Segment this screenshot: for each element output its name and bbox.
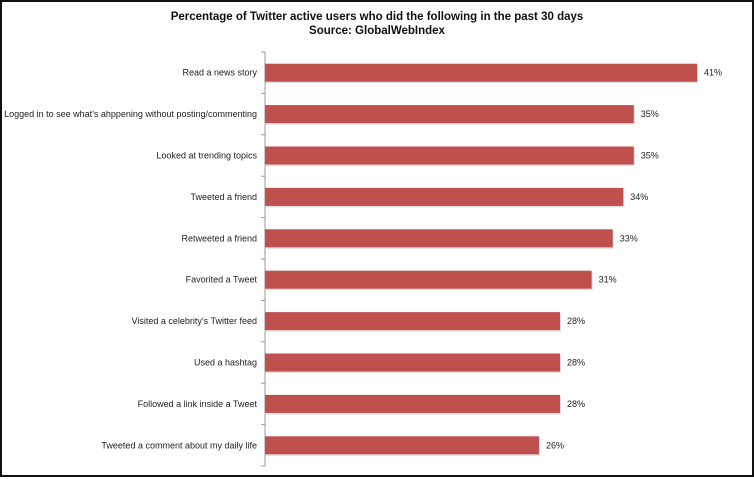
bar (265, 63, 697, 82)
data-label: 26% (546, 440, 564, 450)
chart-title: Percentage of Twitter active users who d… (170, 11, 584, 23)
data-label: 28% (567, 316, 585, 326)
chart-subtitle: Source: GlobalWebIndex (309, 25, 445, 37)
bar (265, 394, 561, 413)
category-label: Retweeted a friend (181, 233, 257, 243)
category-label: Read a news story (182, 68, 257, 78)
data-label: 31% (599, 275, 617, 285)
data-label: 28% (567, 358, 585, 368)
bar (265, 105, 634, 124)
category-label: Visited a celebrity's Twitter feed (132, 316, 257, 326)
category-label: Used a hashtag (194, 358, 257, 368)
category-label: Logged in to see what's ahppening withou… (4, 109, 257, 119)
data-label: 28% (567, 399, 585, 409)
category-label: Tweeted a comment about my daily life (101, 440, 257, 450)
bar (265, 353, 561, 372)
bar (265, 146, 634, 165)
bar (265, 270, 592, 289)
data-label: 35% (641, 109, 659, 119)
data-label: 35% (641, 151, 659, 161)
category-label: Tweeted a friend (190, 192, 257, 202)
bar (265, 229, 613, 248)
data-label: 34% (630, 192, 648, 202)
bar (265, 436, 539, 455)
bar (265, 312, 561, 331)
category-label: Looked at trending topics (156, 151, 257, 161)
data-label: 41% (704, 68, 722, 78)
bar (265, 187, 624, 206)
category-label: Favorited a Tweet (186, 275, 258, 285)
data-label: 33% (620, 233, 638, 243)
category-label: Followed a link inside a Tweet (138, 399, 258, 409)
